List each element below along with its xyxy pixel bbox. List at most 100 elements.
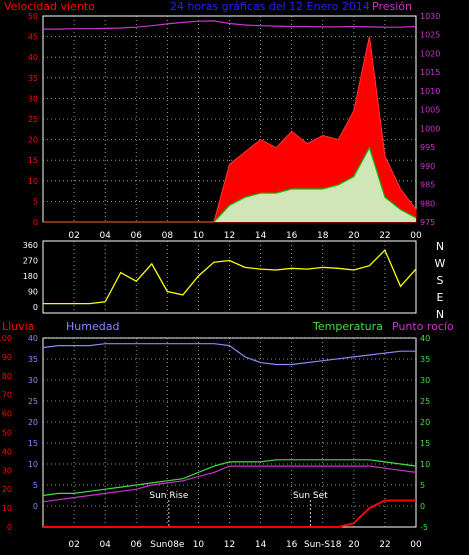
rain-tick-label: 90 xyxy=(2,353,12,362)
temperature-tick-label: 10 xyxy=(420,460,430,469)
x-tick-label-bottom: 14 xyxy=(255,540,267,550)
x-tick-label: 02 xyxy=(68,231,79,241)
sunset-label: Sun Set xyxy=(293,491,328,501)
wind-tick-label: 5 xyxy=(33,197,38,206)
x-tick-label-bottom: 06 xyxy=(131,540,143,550)
wind-tick-label: 45 xyxy=(28,33,38,42)
direction-tick-label: 360 xyxy=(23,241,38,250)
pressure-tick-label: 990 xyxy=(420,162,435,171)
humidity-tick-label: 15 xyxy=(28,439,38,448)
wind-min-area xyxy=(43,147,416,222)
direction-tick-label: 180 xyxy=(23,272,38,281)
rain-label: Lluvia xyxy=(2,320,34,333)
x-tick-label: 12 xyxy=(224,231,235,241)
humidity-tick-label: 30 xyxy=(28,376,38,385)
pressure-tick-label: 985 xyxy=(420,181,435,190)
wind-tick-label: 15 xyxy=(28,156,38,165)
temperature-tick-label: 15 xyxy=(420,439,430,448)
wind-speed-label: Velocidad viento xyxy=(4,0,95,13)
temperature-line xyxy=(42,459,417,497)
humidity-tick-label: 0 xyxy=(33,502,38,511)
x-tick-label-bottom: 00 xyxy=(410,540,422,550)
direction-tick-label: 0 xyxy=(33,303,38,312)
direction-tick-label: 90 xyxy=(28,288,38,297)
pressure-tick-label: 1020 xyxy=(420,49,440,58)
humidity-tick-label: 5 xyxy=(33,481,38,490)
temperature-tick-label: 35 xyxy=(420,355,430,364)
compass-label: S xyxy=(437,274,444,287)
temperature-tick-label: 0 xyxy=(420,502,425,511)
rain-tick-label: 10 xyxy=(2,504,12,513)
x-tick-label-bottom: 10 xyxy=(193,540,205,550)
x-tick-label: 00 xyxy=(410,231,422,241)
pressure-tick-label: 1030 xyxy=(420,12,440,21)
rain-tick-label: 60 xyxy=(2,410,12,419)
pressure-tick-label: 1000 xyxy=(420,124,440,133)
temperature-tick-label: -5 xyxy=(420,523,428,532)
wind-tick-label: 30 xyxy=(28,94,38,103)
x-tick-label: 04 xyxy=(99,231,111,241)
wind-tick-label: 0 xyxy=(33,218,38,227)
rain-tick-label: 50 xyxy=(2,429,12,438)
dewpoint-line xyxy=(42,465,417,503)
pressure-line xyxy=(43,20,417,30)
direction-line xyxy=(43,249,417,305)
x-tick-label: 14 xyxy=(255,231,267,241)
temperature-tick-label: 5 xyxy=(420,481,425,490)
wind-tick-label: 25 xyxy=(28,115,38,124)
chart-title: 24 horas gráficas del 12 Enero 2014 xyxy=(170,0,370,13)
wind-tick-label: 40 xyxy=(28,53,38,62)
tick-labels: 0510152025303540455097598098599099510001… xyxy=(0,12,446,550)
humidity-line xyxy=(42,343,416,366)
grid-lines xyxy=(43,16,416,527)
pressure-tick-label: 975 xyxy=(420,218,435,227)
x-tick-label: 22 xyxy=(379,231,390,241)
compass-label: E xyxy=(437,291,444,304)
x-tick-label: 08 xyxy=(162,231,174,241)
pressure-tick-label: 1025 xyxy=(420,31,440,40)
x-tick-label: 20 xyxy=(348,231,360,241)
x-tick-label-bottom: 16 xyxy=(286,540,298,550)
wind-tick-label: 20 xyxy=(28,136,38,145)
rain-line xyxy=(43,499,416,528)
rain-tick-label: 40 xyxy=(2,447,12,456)
pressure-tick-label: 1015 xyxy=(420,68,440,77)
x-tick-label-bottom: 22 xyxy=(379,540,390,550)
humidity-tick-label: 35 xyxy=(28,355,38,364)
x-tick-label: 10 xyxy=(193,231,205,241)
temperature-label: Temperatura xyxy=(312,320,383,333)
humidity-tick-label: 10 xyxy=(28,460,38,469)
temperature-tick-label: 30 xyxy=(420,376,430,385)
wind-tick-label: 10 xyxy=(28,177,38,186)
pressure-tick-label: 1010 xyxy=(420,87,440,96)
rain-tick-label: 30 xyxy=(2,466,12,475)
x-tick-label-bottom: Sun08e xyxy=(150,540,185,550)
sunrise-label: Sun Rise xyxy=(149,491,188,501)
x-tick-label-bottom: Sun-S18 xyxy=(304,540,342,550)
compass-label: N xyxy=(436,240,444,253)
x-tick-label: 18 xyxy=(317,231,329,241)
x-tick-label-bottom: 02 xyxy=(68,540,79,550)
compass-label: W xyxy=(435,257,446,270)
humidity-tick-label: 25 xyxy=(28,397,38,406)
x-tick-label: 06 xyxy=(131,231,143,241)
rain-tick-label: 20 xyxy=(2,485,12,494)
humidity-label: Humedad xyxy=(66,320,119,333)
pressure-tick-label: 995 xyxy=(420,143,435,152)
compass-label: N xyxy=(436,308,444,321)
humidity-tick-label: 20 xyxy=(28,418,38,427)
temperature-tick-label: 40 xyxy=(420,334,430,343)
temperature-tick-label: 20 xyxy=(420,418,430,427)
rain-tick-label: 0 xyxy=(7,523,12,532)
x-tick-label-bottom: 20 xyxy=(348,540,360,550)
x-tick-label-bottom: 12 xyxy=(224,540,235,550)
x-tick-label-bottom: 04 xyxy=(99,540,111,550)
chart-marks xyxy=(42,20,417,528)
rain-tick-label: 70 xyxy=(2,391,12,400)
temperature-tick-label: 25 xyxy=(420,397,430,406)
gust-line xyxy=(43,36,417,223)
rain-tick-label: 100 xyxy=(0,334,12,343)
pressure-tick-label: 980 xyxy=(420,199,435,208)
rain-tick-label: 80 xyxy=(2,372,12,381)
